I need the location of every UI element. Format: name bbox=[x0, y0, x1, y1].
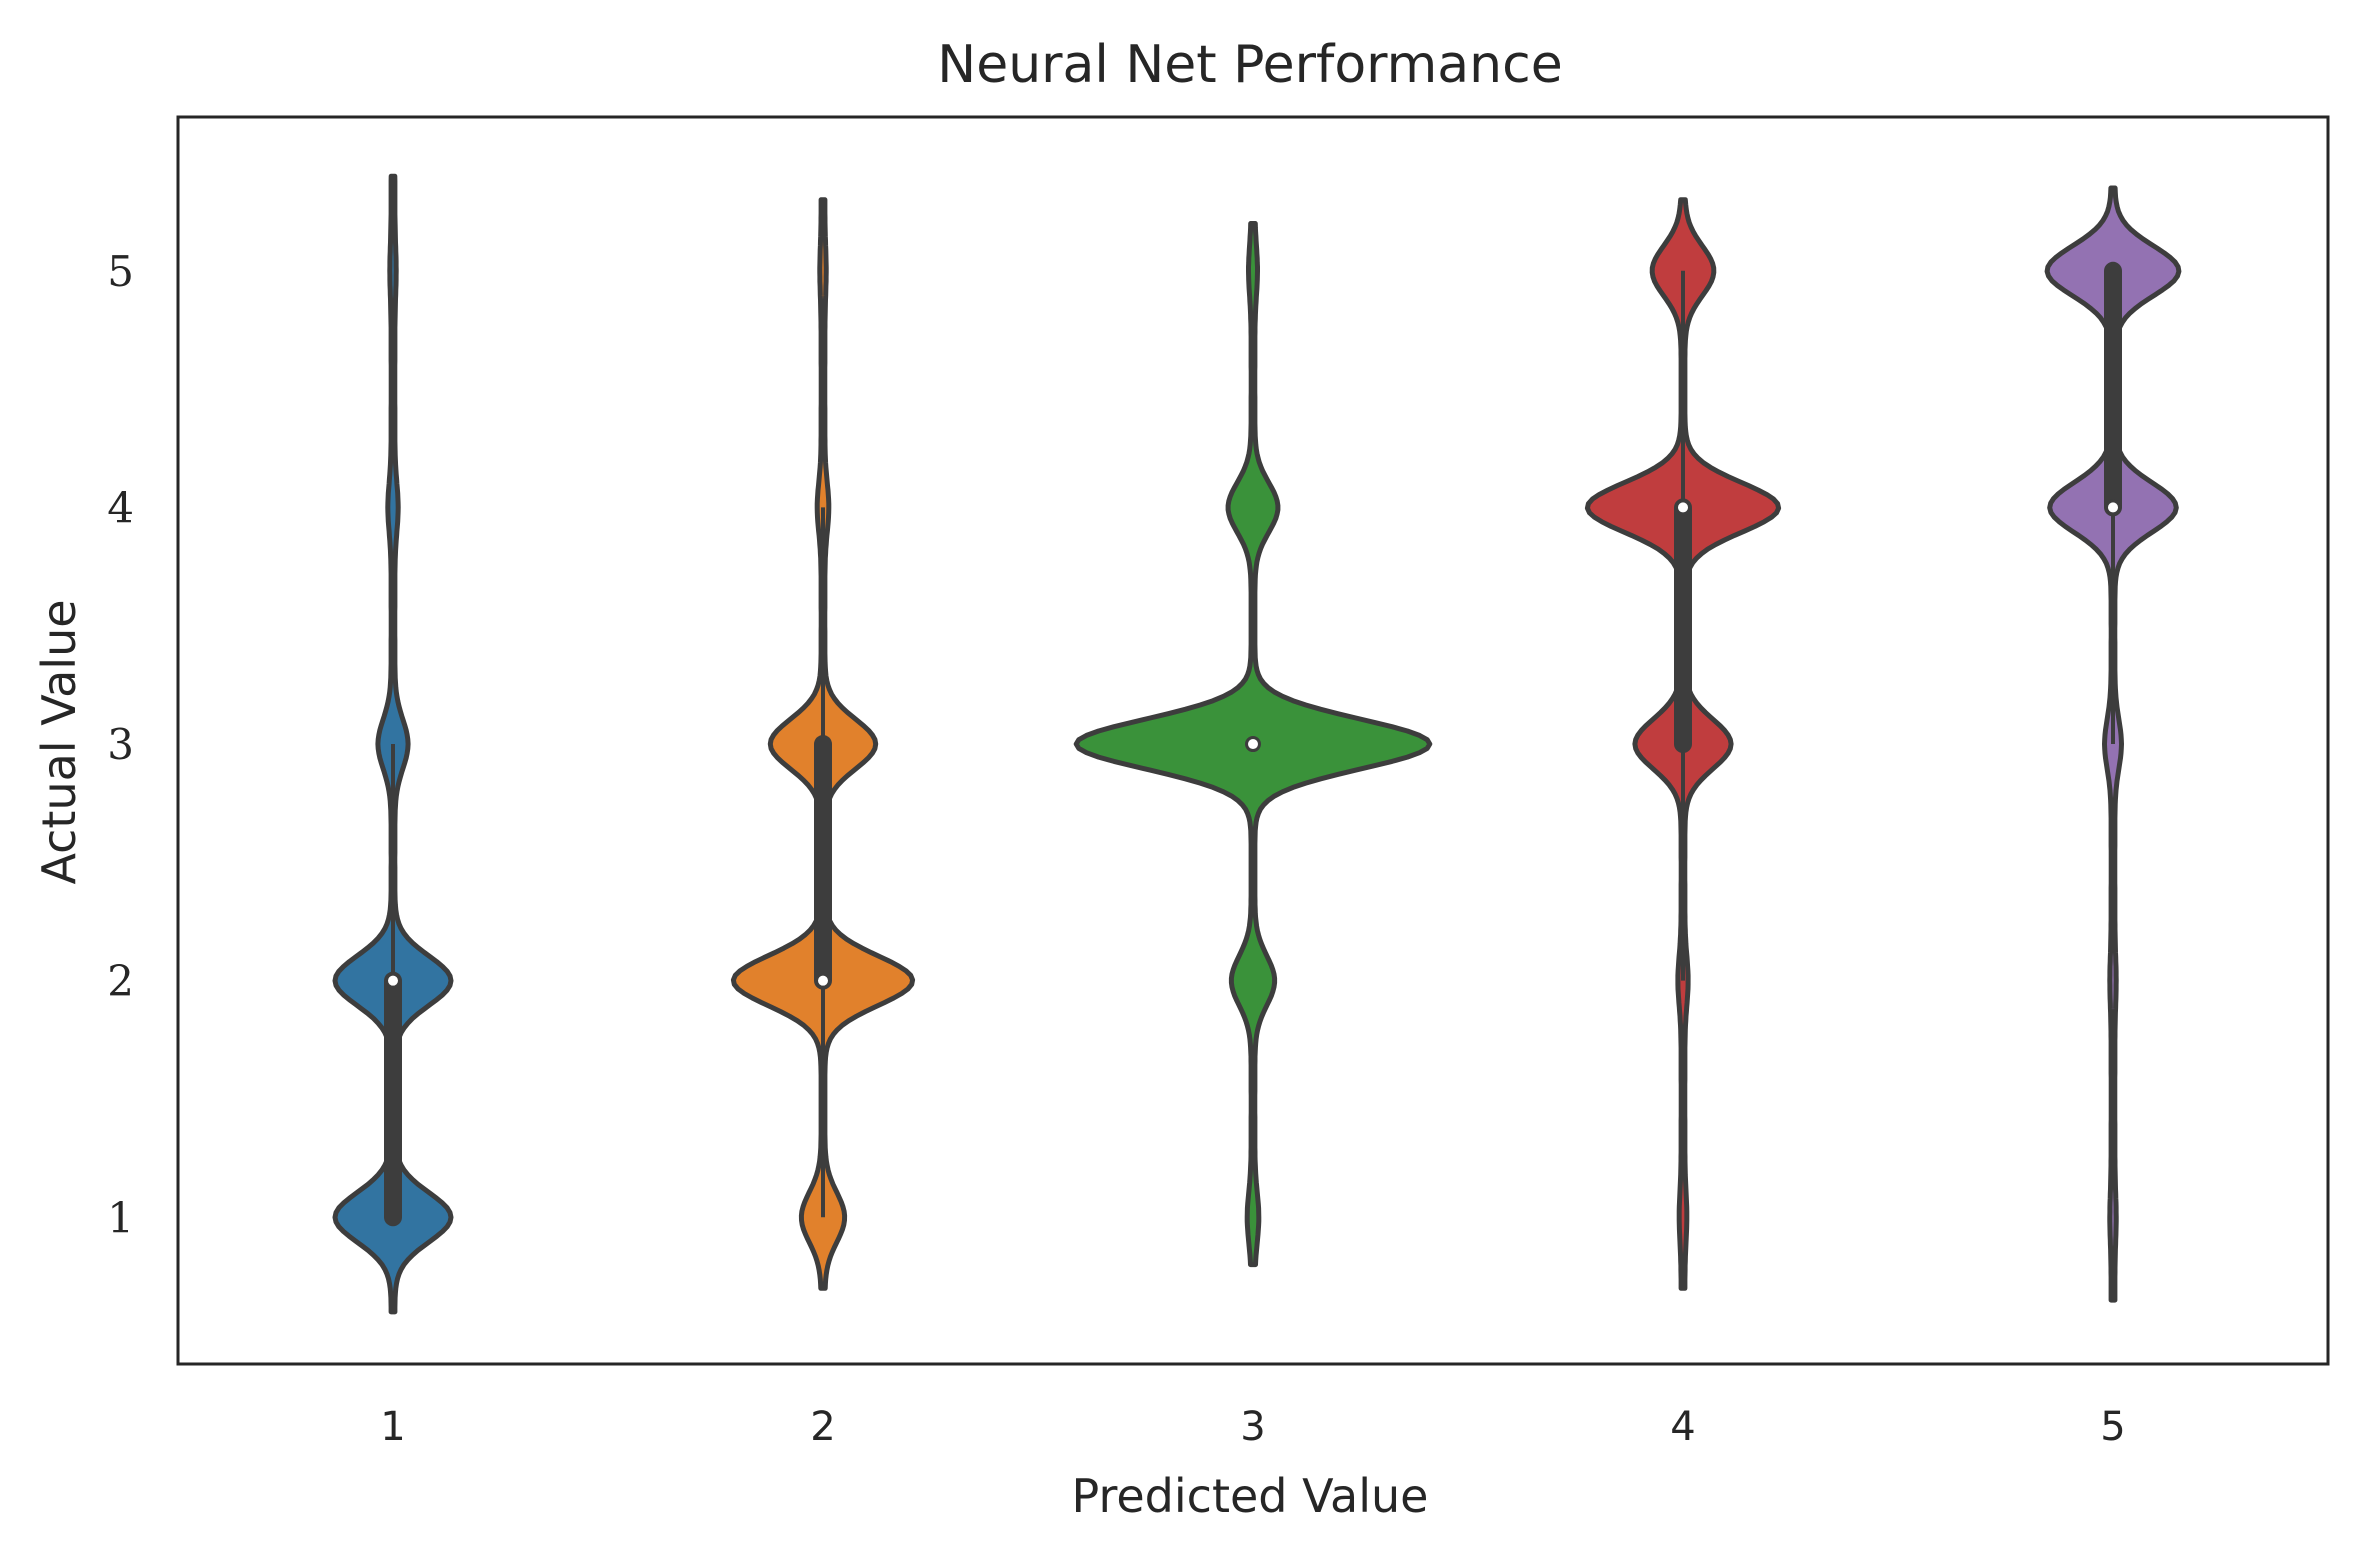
violin-median-2 bbox=[815, 972, 831, 989]
chart-title: Neural Net Performance bbox=[937, 35, 1562, 95]
x-tick-label: 3 bbox=[1240, 1404, 1265, 1450]
x-tick-label: 5 bbox=[2100, 1404, 2125, 1450]
violin-median-4 bbox=[1675, 499, 1691, 516]
y-tick-label: 3 bbox=[107, 720, 134, 769]
violin-1 bbox=[332, 173, 454, 1315]
x-axis-ticks: 1 2 3 4 5 bbox=[380, 1404, 2125, 1450]
violin-body-5 bbox=[2044, 185, 2182, 1303]
y-tick-label: 1 bbox=[107, 1193, 134, 1242]
y-axis-ticks: 1 2 3 4 5 bbox=[107, 247, 134, 1242]
plot-frame bbox=[176, 115, 2330, 1366]
violin-3 bbox=[1073, 221, 1433, 1268]
violin-5 bbox=[2044, 185, 2182, 1303]
violin-4 bbox=[1584, 197, 1782, 1291]
y-tick-label: 2 bbox=[107, 957, 134, 1006]
violin-median-1 bbox=[385, 972, 401, 989]
y-tick-label: 5 bbox=[107, 247, 134, 296]
violin-median-5 bbox=[2105, 499, 2121, 516]
x-tick-label: 4 bbox=[1670, 1404, 1695, 1450]
violin-2 bbox=[730, 197, 916, 1291]
violin-median-3 bbox=[1245, 736, 1261, 753]
violins bbox=[332, 173, 2182, 1315]
x-axis-label: Predicted Value bbox=[1072, 1469, 1429, 1523]
x-tick-label: 2 bbox=[810, 1404, 835, 1450]
x-tick-label: 1 bbox=[380, 1404, 405, 1450]
y-axis-label: Actual Value bbox=[32, 599, 86, 884]
y-tick-label: 4 bbox=[107, 483, 134, 532]
